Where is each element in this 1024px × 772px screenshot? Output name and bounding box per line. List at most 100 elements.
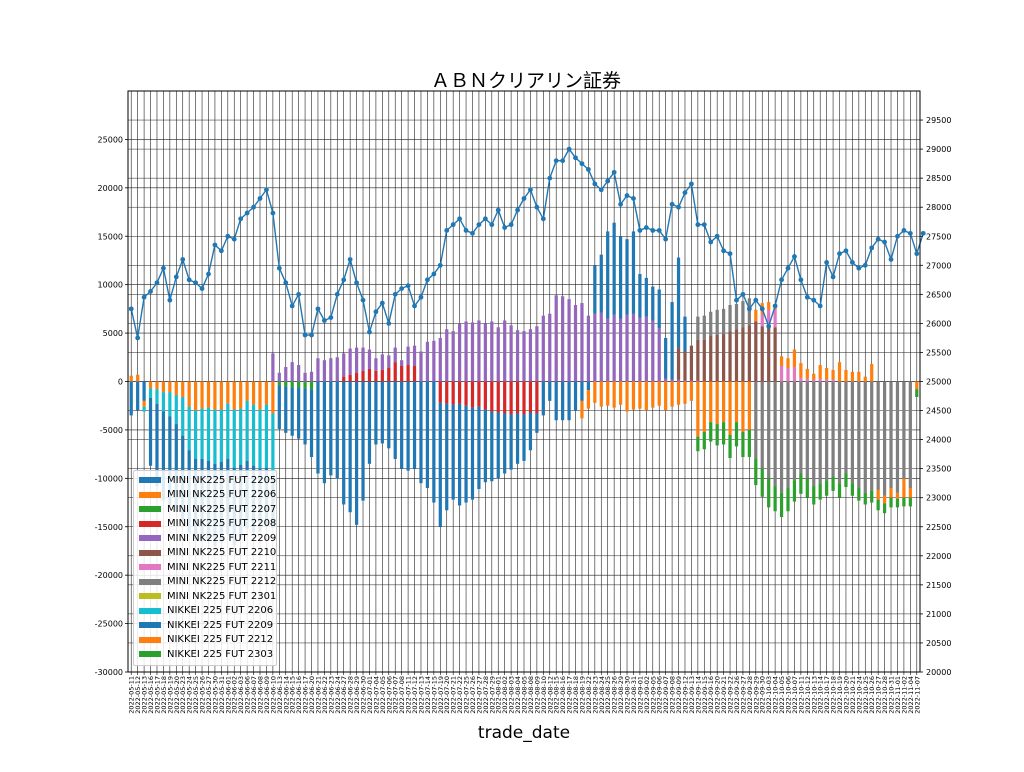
price-point: [470, 230, 475, 236]
price-point: [727, 251, 733, 257]
y2-tick-label: 21500: [926, 581, 951, 590]
x-tick-label: 2022-07-13: [417, 676, 425, 714]
x-tick-label: 2022-10-19: [836, 676, 844, 714]
bar-segment: [670, 379, 674, 382]
bar-segment: [438, 337, 442, 382]
x-tick-label: 2022-07-11: [405, 676, 413, 714]
bar-segment: [548, 381, 552, 401]
price-point: [804, 294, 810, 300]
bar-segment: [567, 381, 571, 421]
price-point: [714, 233, 720, 239]
bar-segment: [734, 304, 739, 330]
price-point: [341, 277, 347, 283]
price-point: [875, 236, 881, 242]
price-point: [231, 236, 237, 242]
price-point: [386, 321, 392, 326]
bar-segment: [779, 492, 784, 518]
price-point: [173, 274, 179, 280]
price-point: [598, 187, 604, 193]
price-point: [920, 230, 926, 236]
bar-segment: [818, 378, 822, 382]
bar-segment: [625, 239, 629, 315]
x-tick-label: 2022-10-25: [862, 676, 870, 714]
bar-segment: [825, 379, 829, 382]
price-point: [656, 228, 662, 233]
x-tick-label: 2022-07-28: [482, 676, 490, 714]
bar-segment: [335, 381, 339, 479]
bar-segment: [412, 345, 417, 367]
bar-segment: [728, 434, 732, 458]
y-tick-label: -15000: [95, 523, 123, 532]
bar-segment: [593, 381, 597, 403]
bar-segment: [831, 381, 835, 477]
bar-segment: [870, 364, 874, 382]
x-tick-label: 2022-11-01: [894, 676, 902, 714]
bar-segment: [522, 331, 526, 382]
bar-segment: [297, 381, 301, 388]
legend-label: MINI NK225 FUT 2211: [167, 561, 277, 573]
price-point: [276, 265, 282, 271]
y-tick-label: -10000: [95, 474, 123, 483]
x-tick-label: 2022-07-07: [392, 676, 400, 714]
legend-label: NIKKEI 225 FUT 2206: [167, 605, 274, 617]
x-tick-label: 2022-11-04: [907, 676, 915, 714]
bar-segment: [226, 381, 230, 404]
x-tick-label: 2022-08-18: [572, 676, 580, 714]
legend-label: MINI NK225 FUT 2207: [167, 503, 277, 515]
bar-segment: [309, 381, 314, 390]
bar-segment: [683, 380, 687, 382]
bar-segment: [857, 488, 861, 501]
bar-segment: [432, 340, 436, 382]
bar-segment: [812, 379, 816, 382]
x-tick-label: 2022-07-22: [456, 676, 464, 714]
legend-label: MINI NK225 FUT 2210: [167, 547, 277, 559]
bar-segment: [818, 365, 822, 379]
x-tick-label: 2022-05-30: [211, 676, 219, 714]
bar-segment: [773, 486, 777, 512]
chart-title: ＡＢＮクリアリン証券: [431, 70, 621, 92]
bar-segment: [876, 381, 880, 490]
bar-segment: [747, 381, 751, 430]
price-point: [425, 277, 430, 283]
legend-swatch: [139, 477, 161, 484]
y-tick-label: 5000: [103, 329, 123, 338]
bar-segment: [573, 381, 578, 411]
bar-segment: [503, 320, 507, 382]
bar-segment: [760, 314, 764, 327]
x-tick-label: 2022-05-25: [192, 676, 200, 714]
price-point: [373, 309, 379, 315]
bar-segment: [580, 303, 584, 382]
x-tick-label: 2022-08-25: [604, 676, 612, 714]
legend-item: MINI NK225 FUT 2207: [134, 502, 276, 517]
x-tick-label: 2022-11-07: [913, 676, 921, 714]
bar-segment: [219, 409, 223, 462]
legend-swatch: [139, 491, 161, 498]
price-point: [888, 257, 894, 262]
bar-segment: [754, 321, 758, 382]
bar-segment: [618, 236, 623, 319]
price-point: [528, 187, 533, 193]
x-tick-label: 2022-06-15: [289, 676, 297, 714]
x-tick-label: 2022-08-08: [527, 676, 535, 714]
bar-segment: [670, 302, 674, 380]
price-point: [547, 175, 553, 181]
bar-segment: [129, 375, 133, 382]
y2-tick-label: 29500: [926, 116, 951, 125]
bar-segment: [258, 381, 262, 410]
bar-segment: [702, 339, 706, 382]
y-tick-label: 0: [118, 378, 123, 387]
y2-tick-label: 25000: [926, 378, 951, 387]
bar-segment: [844, 473, 848, 488]
bar-segment: [593, 265, 597, 314]
bar-segment: [767, 478, 771, 508]
bar-segment: [644, 277, 648, 317]
bar-segment: [889, 497, 893, 508]
x-tick-label: 2022-07-12: [411, 676, 419, 714]
bar-segment: [696, 381, 700, 437]
bar-segment: [554, 381, 558, 421]
price-point: [135, 335, 141, 341]
price-point: [508, 222, 514, 228]
bar-segment: [509, 325, 513, 382]
x-tick-label: 2022-10-03: [765, 676, 773, 714]
bar-segment: [889, 488, 893, 498]
